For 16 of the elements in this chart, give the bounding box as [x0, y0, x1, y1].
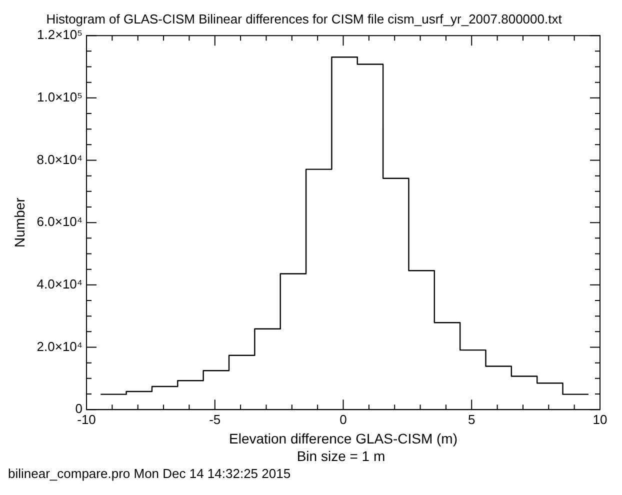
x-axis-title: Elevation difference GLAS-CISM (m)	[229, 430, 458, 446]
y-tick-label: 4.0×10⁴	[36, 276, 83, 292]
text: bilinear_compare.pro Mon Dec 14 14:32:25 2015	[8, 466, 292, 482]
y-tick-label: 8.0×10⁴	[36, 152, 83, 167]
y-tick-label: 1.0×10⁵	[36, 90, 83, 105]
x-tick-label: -5	[209, 412, 221, 427]
chart-title: Histogram of GLAS-CISM Bilinear differences for CISM file cism_usrf_yr_2007.800000.txt	[46, 11, 562, 26]
y-tick-label: 1.2×10⁵	[36, 27, 83, 42]
y-tick-label: 2.0×10⁴	[36, 338, 83, 354]
x-tick-label: 0	[340, 412, 347, 427]
y-tick-label: 6.0×10⁴	[36, 214, 83, 230]
x-tick-label: 10	[592, 412, 608, 427]
y-tick-label: 0	[75, 401, 83, 416]
text: Bin size = 1 m	[296, 448, 386, 464]
y-axis-title: Number	[11, 197, 28, 248]
x-tick-label: 5	[468, 412, 476, 427]
